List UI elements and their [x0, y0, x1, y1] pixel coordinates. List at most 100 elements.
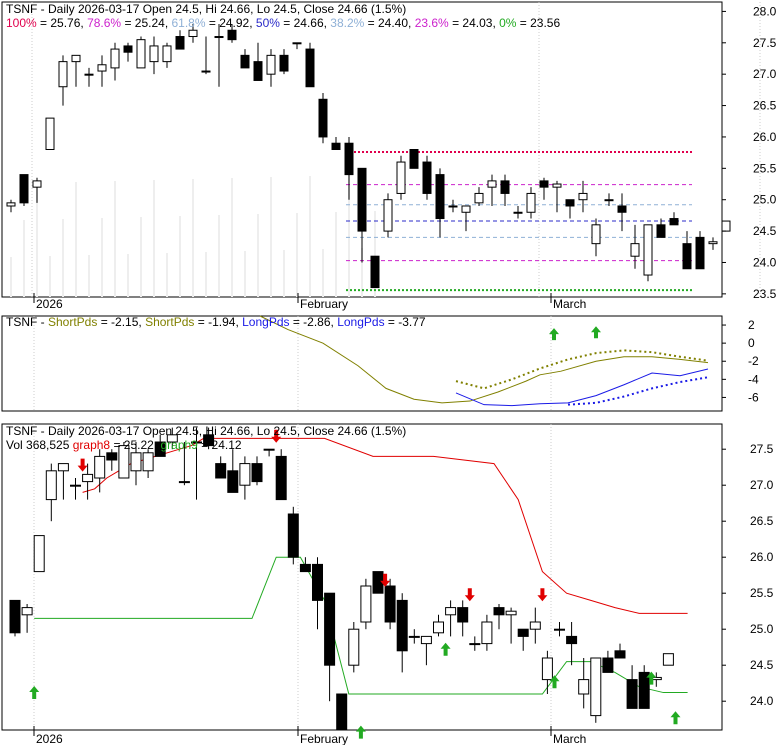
oscillator-panel-frame: [1, 315, 723, 412]
fib-legend-label: 38.2%: [330, 16, 364, 30]
candle-body: [552, 183, 562, 188]
fib-legend-value: = 25.76,: [37, 16, 87, 30]
price-panel-x-labels: 2026 February March: [33, 293, 586, 311]
fib-legend-value: = 24.92,: [206, 16, 256, 30]
stop-y-tick-label: 24.0: [750, 694, 774, 708]
fib-legend-value: = 23.56: [516, 16, 560, 30]
oscillator-legend-value: = -2.15,: [97, 315, 145, 329]
candle-body: [566, 635, 578, 645]
candle-body: [578, 192, 588, 201]
candle-body: [445, 607, 457, 616]
stop-legend-part: = 24.12: [198, 438, 242, 452]
volume-bar: [62, 219, 64, 297]
candle-body: [604, 199, 614, 202]
candle-body: [602, 657, 614, 673]
oscillator-y-tick-label: -2: [748, 354, 759, 368]
price-panel-y-ticks: 28.0 27.5 27.0 26.5 26.0 25.5 25.0 24.5 24.0 23.5: [722, 4, 777, 301]
stop-y-tick-label: 26.5: [750, 514, 774, 528]
volume-bar: [153, 180, 155, 297]
candle-body: [166, 434, 178, 443]
candle-body: [669, 218, 679, 226]
sell-arrow: [537, 588, 548, 602]
buy-arrow: [670, 711, 681, 725]
candle-body: [708, 241, 718, 245]
candle-body: [357, 167, 367, 232]
price-y-tick-label: 25.5: [753, 161, 777, 175]
volume-bar: [140, 217, 142, 297]
candle-body: [614, 650, 626, 659]
buy-arrow: [549, 328, 559, 341]
candle-body: [188, 29, 198, 38]
long-pds-smooth-line: [567, 376, 709, 406]
candle-body: [9, 599, 21, 634]
volume-bar: [244, 251, 246, 297]
stop-panel-legend: Vol 368,525 graph8 = 25.22, graph9 = 24.…: [6, 438, 242, 452]
candle-body: [721, 220, 731, 232]
fib-legend-label: 0%: [499, 16, 517, 30]
candle-body: [331, 142, 341, 150]
candle-body: [409, 149, 419, 169]
stop-y-tick-label: 25.0: [750, 622, 774, 636]
candle-body: [324, 592, 336, 666]
candle-body: [630, 243, 640, 257]
candle-body: [348, 628, 360, 666]
candle-body: [457, 607, 469, 623]
volume-bar: [36, 183, 38, 297]
price-y-tick-label: 28.0: [753, 4, 777, 18]
volume-bar: [10, 257, 12, 297]
candle-body: [505, 610, 517, 616]
candle-body: [474, 192, 484, 204]
oscillator-legend-value: = -3.77: [385, 315, 426, 329]
candle-body: [130, 452, 142, 472]
candle-body: [70, 484, 81, 487]
candle-body: [266, 54, 276, 75]
volume-bar: [23, 220, 25, 297]
candle-body: [617, 205, 627, 213]
candle-body: [292, 42, 302, 45]
oscillator-legend-prefix: TSNF -: [6, 315, 48, 329]
candle-body: [263, 448, 275, 451]
candle-body: [227, 470, 239, 493]
volume-bar: [231, 178, 233, 297]
candle-body: [279, 54, 289, 72]
candle-body: [500, 180, 510, 194]
oscillator-y-tick-label: -6: [748, 390, 759, 404]
fib-legend-value: = 25.24,: [121, 16, 171, 30]
price-x-label: 2026: [36, 297, 63, 311]
price-panel-title: TSNF - Daily 2026-03-17 Open 24.5, Hi 24…: [6, 2, 406, 16]
candle-body: [517, 628, 529, 637]
stop-y-tick-label: 27.0: [750, 478, 774, 492]
candle-body: [118, 445, 130, 479]
price-x-label: February: [300, 297, 348, 311]
candle-body: [57, 463, 69, 472]
candle-body: [481, 621, 493, 645]
candle-body: [71, 54, 81, 63]
sell-arrow: [464, 588, 475, 602]
candle-body: [493, 607, 505, 616]
candle-body: [305, 48, 315, 88]
candle-body: [154, 441, 166, 457]
candle-body: [695, 236, 705, 270]
stop-y-tick-label: 25.5: [750, 586, 774, 600]
candle-body: [662, 653, 674, 666]
candle-body: [435, 174, 445, 220]
fib-legend-value: = 24.03,: [449, 16, 499, 30]
fib-legend-label: 78.6%: [87, 16, 121, 30]
candle-body: [469, 643, 481, 646]
candle-body: [638, 671, 650, 709]
price-panel-volume: [10, 175, 376, 297]
candle-body: [370, 255, 380, 289]
price-panel-candles: [6, 23, 731, 289]
candle-body: [336, 693, 348, 731]
stop-panel-candles: [9, 427, 674, 731]
stop-panel-arrows: [29, 429, 681, 739]
candle-body: [554, 628, 565, 631]
candle-body: [578, 679, 590, 695]
volume-bar: [322, 249, 324, 297]
candle-body: [396, 599, 408, 652]
candle-body: [6, 202, 16, 207]
fib-legend-label: 50%: [256, 16, 280, 30]
stop-panel-title: TSNF - Daily 2026-03-17 Open 24.5, Hi 24…: [6, 424, 406, 438]
candle-body: [84, 73, 94, 76]
oscillator-y-tick-label: 2: [748, 318, 755, 332]
